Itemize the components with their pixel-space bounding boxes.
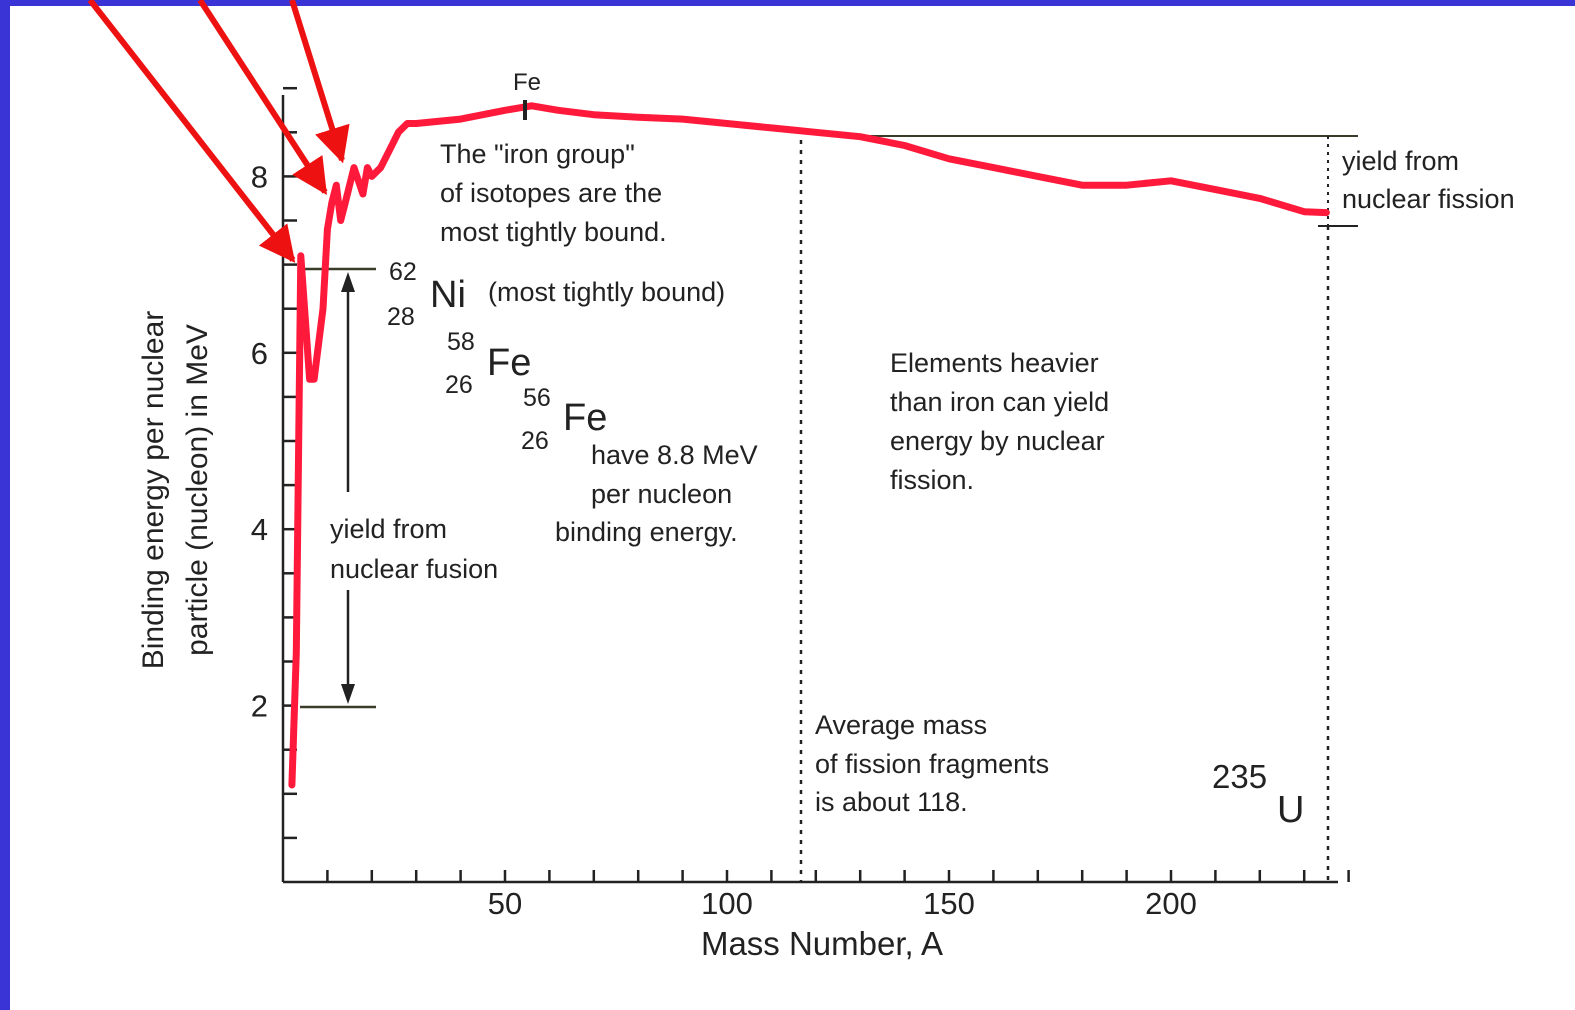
heavier-line-4: fission. (890, 465, 974, 495)
fusion-label-line-2: nuclear fusion (330, 554, 498, 584)
fe56-atomic-number: 26 (521, 427, 549, 455)
x-tick-label: 100 (701, 886, 753, 921)
x-tick-label: 150 (923, 886, 975, 921)
y-tick-label: 8 (251, 159, 268, 194)
iron-group-line-2: of isotopes are the (440, 178, 662, 208)
fe56-note-line-3: binding energy. (555, 517, 738, 547)
ni62-symbol: Ni (430, 274, 466, 316)
y-axis-label-line1: Binding energy per nuclear (137, 311, 170, 670)
fe58-atomic-number: 26 (445, 371, 473, 399)
pointer-arrow-2 (197, 0, 328, 196)
iron-group-line-3: most tightly bound. (440, 217, 667, 247)
fission-label-line-2: nuclear fission (1342, 184, 1515, 214)
fe56-symbol: Fe (563, 397, 607, 439)
axis-ticks: 50 100 150 200 2 4 6 8 (251, 86, 1350, 921)
ni62-note: (most tightly bound) (488, 277, 725, 307)
fe58-symbol: Fe (487, 342, 531, 384)
fe56-note-line-2: per nucleon (591, 479, 732, 509)
pointer-arrow-3 (289, 0, 350, 164)
slide-background (10, 6, 1575, 1010)
u235-mass-number: 235 (1212, 758, 1267, 795)
x-tick-label: 50 (488, 886, 522, 921)
y-tick-label: 4 (251, 512, 268, 547)
heavier-line-3: energy by nuclear (890, 426, 1105, 456)
x-tick-label: 200 (1145, 886, 1197, 921)
fe56-note-line-1: have 8.8 MeV (591, 440, 758, 470)
fusion-arrowhead-down (341, 684, 355, 704)
y-tick-label: 6 (251, 336, 268, 371)
heavier-line-1: Elements heavier (890, 348, 1099, 378)
fission-label-line-1: yield from (1342, 146, 1459, 176)
y-axis-label-line2: particle (nucleon) in MeV (181, 324, 214, 656)
fe-peak-label: Fe (513, 69, 541, 96)
x-axis-label: Mass Number, A (701, 925, 943, 962)
ni62-mass-number: 62 (389, 258, 417, 286)
y-tick-label: 2 (251, 689, 268, 724)
binding-energy-curve (288, 102, 1330, 789)
fusion-arrowhead-up (341, 272, 355, 292)
fusion-label-line-1: yield from (330, 514, 447, 544)
avg-mass-line-1: Average mass (815, 710, 987, 740)
avg-mass-line-2: of fission fragments (815, 749, 1049, 779)
fe58-mass-number: 58 (447, 328, 475, 356)
u235-symbol: U (1277, 789, 1304, 831)
ni62-atomic-number: 28 (387, 303, 415, 331)
fe56-mass-number: 56 (523, 384, 551, 412)
heavier-line-2: than iron can yield (890, 387, 1109, 417)
avg-mass-line-3: is about 118. (815, 787, 968, 817)
iron-group-line-1: The "iron group" (440, 139, 635, 169)
pointer-arrow-1 (87, 0, 296, 263)
